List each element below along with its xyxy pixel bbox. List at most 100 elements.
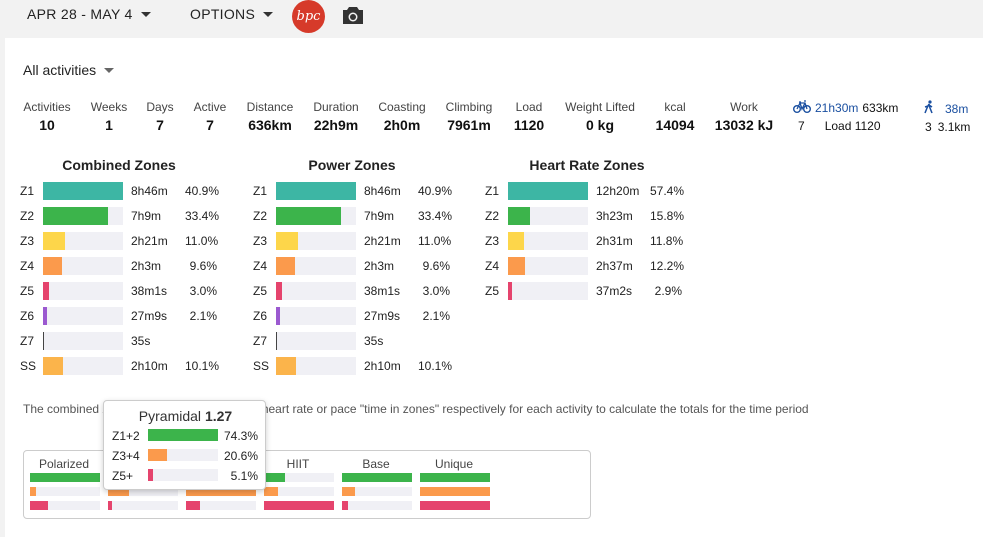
zone-time: 12h20m <box>596 184 640 198</box>
zone-label: Z2 <box>20 209 35 223</box>
zone-time: 2h3m <box>131 259 162 273</box>
walk-icon <box>923 100 935 117</box>
zone-percent: 11.8% <box>650 234 684 248</box>
model-name: Polarized <box>38 457 90 471</box>
zone-bar <box>43 232 65 250</box>
stat-climbing: Climbing 7961m <box>445 100 493 133</box>
zone-bar <box>276 257 295 275</box>
zone-time: 2h10m <box>364 359 401 373</box>
zone-bar-track <box>43 182 123 200</box>
zone-percent: 57.4% <box>650 184 685 198</box>
zone-bar-track <box>43 282 123 300</box>
tooltip-bar-track <box>148 449 218 461</box>
stat-active: Active 7 <box>193 100 227 133</box>
model-unique[interactable]: Unique <box>418 451 490 520</box>
model-bar <box>342 487 355 496</box>
zone-bar <box>276 182 356 200</box>
model-bar <box>264 473 285 482</box>
walk-count: 3 <box>925 120 932 134</box>
zone-percent: 33.4% <box>418 209 453 223</box>
model-bar <box>342 501 348 510</box>
tooltip-row-percent: 74.3% <box>223 429 258 443</box>
date-range-menu[interactable]: APR 28 - MAY 4 <box>27 6 151 22</box>
model-bar-track <box>30 487 100 496</box>
zone-percent: 15.8% <box>650 209 685 223</box>
model-bar-track <box>108 487 178 496</box>
model-name: Base <box>362 457 390 471</box>
zone-time: 8h46m <box>131 184 168 198</box>
zone-percent: 11.0% <box>418 234 452 248</box>
tooltip-row-percent: 20.6% <box>223 449 258 463</box>
zone-label: Z6 <box>253 309 268 323</box>
model-bar <box>420 501 490 510</box>
zone-label: Z5 <box>485 284 500 298</box>
zone-bar-track <box>276 282 356 300</box>
model-bar-track <box>420 501 490 510</box>
chevron-down-icon <box>140 12 151 17</box>
zone-label: SS <box>20 359 37 373</box>
zone-row: Z4 2h37m 12.2% <box>485 257 695 275</box>
camera-icon[interactable] <box>342 5 364 30</box>
zone-bar-track <box>43 332 123 350</box>
zone-label: SS <box>253 359 270 373</box>
stats-row: Activities 10 Weeks 1 Days 7 Active 7 Distan… <box>5 100 983 136</box>
sport-walk-summary[interactable]: 38m 3 3.1km <box>923 100 970 134</box>
model-bar <box>420 473 490 482</box>
zone-bar <box>43 257 62 275</box>
power-zones-title: Power Zones <box>308 157 396 173</box>
model-bar-track <box>264 501 334 510</box>
zone-percent: 11.0% <box>185 234 219 248</box>
zone-percent: 9.6% <box>189 259 217 273</box>
ride-count: 7 <box>798 119 805 133</box>
zone-bar-track <box>276 307 356 325</box>
model-bar-track <box>342 487 412 496</box>
stat-days: Days 7 <box>146 100 174 133</box>
sport-ride-summary[interactable]: 21h30m 633km 7 Load 1120 <box>793 100 898 133</box>
zone-row: Z2 3h23m 15.8% <box>485 207 695 225</box>
zone-time: 8h46m <box>364 184 401 198</box>
zone-bar <box>276 357 296 375</box>
model-base[interactable]: Base <box>340 451 412 520</box>
zone-label: Z1 <box>20 184 35 198</box>
zone-time: 2h10m <box>131 359 168 373</box>
model-bar <box>30 473 100 482</box>
activity-filter[interactable]: All activities <box>23 62 115 78</box>
zone-row: Z3 2h21m 11.0% <box>20 232 230 250</box>
combined-zones-title: Combined Zones <box>62 157 176 173</box>
zone-row: SS 2h10m 10.1% <box>20 357 230 375</box>
stat-work: Work 13032 kJ <box>714 100 774 133</box>
zone-bar <box>508 207 531 225</box>
zone-row: Z1 8h46m 40.9% <box>20 182 230 200</box>
zone-time: 27m9s <box>364 309 401 323</box>
options-label: OPTIONS <box>190 6 256 22</box>
zone-time: 27m9s <box>131 309 168 323</box>
zone-bar-track <box>276 332 356 350</box>
zone-label: Z3 <box>20 234 35 248</box>
options-menu[interactable]: OPTIONS <box>190 6 274 22</box>
model-bar-track <box>186 487 256 496</box>
zone-row: Z2 7h9m 33.4% <box>253 207 463 225</box>
heart-rate-zones-title: Heart Rate Zones <box>529 157 645 173</box>
model-bar <box>264 501 334 510</box>
zone-bar-track <box>276 232 356 250</box>
model-bar-track <box>264 487 334 496</box>
zone-row: Z7 35s <box>20 332 230 350</box>
zone-bar-track <box>43 257 123 275</box>
zone-time: 7h9m <box>364 209 395 223</box>
club-logo[interactable]: bpc <box>292 0 325 33</box>
model-hiit[interactable]: HIIT <box>262 451 334 520</box>
model-polarized[interactable]: Polarized <box>28 451 100 520</box>
chevron-down-icon <box>263 12 274 17</box>
zone-bar <box>508 257 525 275</box>
logo-text: bpc <box>296 9 321 24</box>
top-toolbar: APR 28 - MAY 4 OPTIONS bpc <box>0 0 983 38</box>
zone-percent: 9.6% <box>422 259 450 273</box>
zone-bar-track <box>43 357 123 375</box>
ride-load: Load 1120 <box>824 119 881 133</box>
model-bar-track <box>186 501 256 510</box>
stat-weeks: Weeks 1 <box>90 100 128 133</box>
zone-bar-track <box>508 207 588 225</box>
zone-percent: 2.9% <box>654 284 682 298</box>
zone-percent: 40.9% <box>185 184 220 198</box>
zone-percent: 3.0% <box>422 284 450 298</box>
